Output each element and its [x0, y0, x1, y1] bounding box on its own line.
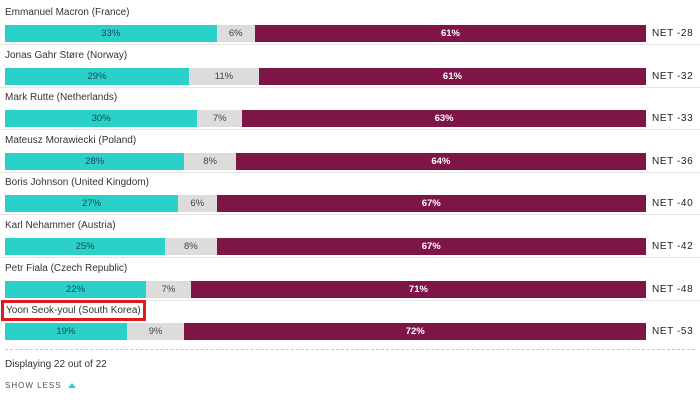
chart-row: Karl Nehammer (Austria) 25% 8% 67% NET -42	[0, 213, 700, 258]
chart-row: Yoon Seok-youl (South Korea) 19% 9% 72% NET …	[0, 298, 700, 341]
data-label: 27%	[82, 198, 102, 210]
approve-segment: 28%	[5, 152, 185, 170]
data-label: 67%	[421, 198, 441, 210]
data-label: 72%	[405, 326, 425, 338]
category-label: Petr Fiala (Czech Republic)	[5, 262, 128, 274]
disapprove-segment: 72%	[184, 323, 646, 341]
row-divider	[0, 86, 700, 88]
row-divider	[0, 299, 700, 301]
approve-segment: 30%	[5, 110, 198, 128]
disapprove-segment: 61%	[254, 25, 646, 42]
net-score-label: NET -42	[652, 241, 694, 252]
disapprove-segment: 67%	[216, 238, 646, 255]
data-label: 7%	[212, 113, 227, 125]
data-label: 8%	[184, 241, 198, 252]
neutral-segment: 11%	[189, 67, 259, 85]
stacked-bar: 19% 9% 72%	[5, 323, 646, 341]
data-label: 30%	[91, 113, 111, 125]
chart-row: Boris Johnson (United Kingdom) 27% 6% 67% NE…	[0, 170, 700, 216]
category-label: Yoon Seok-youl (South Korea)	[1, 300, 146, 322]
neutral-segment: 8%	[184, 152, 236, 170]
approve-segment: 27%	[5, 195, 179, 213]
net-score-label: NET -36	[652, 155, 694, 167]
category-label: Karl Nehammer (Austria)	[5, 220, 116, 231]
data-label: 61%	[442, 70, 462, 82]
chart-row: Mark Rutte (Netherlands) 30% 7% 63% NET -33	[0, 85, 700, 131]
neutral-segment: 6%	[216, 25, 255, 42]
stacked-bar: 25% 8% 67%	[5, 238, 646, 255]
category-label: Mateusz Morawiecki (Poland)	[5, 134, 137, 146]
data-label: 33%	[101, 28, 121, 39]
category-label: Jonas Gahr Støre (Norway)	[5, 49, 128, 61]
stacked-bar: 33% 6% 61%	[5, 25, 646, 42]
data-label: 71%	[408, 283, 428, 295]
approve-segment: 22%	[5, 280, 147, 298]
show-less-label: SHOW LESS	[5, 381, 62, 390]
data-label: 25%	[75, 241, 95, 252]
triangle-up-icon	[67, 383, 76, 388]
row-divider	[0, 257, 700, 258]
stacked-bar: 27% 6% 67%	[5, 195, 646, 213]
net-score-label: NET -28	[652, 28, 694, 39]
data-label: 8%	[203, 155, 217, 167]
category-label: Boris Johnson (United Kingdom)	[5, 177, 149, 189]
data-label: 29%	[87, 70, 107, 82]
data-label: 6%	[190, 198, 205, 210]
data-label: 19%	[56, 326, 76, 338]
chart-row: Jonas Gahr Støre (Norway) 29% 11% 61% NET -3…	[0, 43, 700, 88]
net-score-label: NET -32	[652, 70, 694, 82]
net-score-label: NET -40	[652, 198, 694, 210]
display-count-text: Displaying 22 out of 22	[5, 359, 107, 370]
approve-segment: 25%	[5, 238, 166, 255]
row-divider	[0, 171, 700, 173]
disapprove-segment: 63%	[242, 110, 646, 128]
footer-divider	[5, 349, 695, 350]
approval-chart: Emmanuel Macron (France) 33% 6% 61% NET -28 J…	[0, 0, 700, 341]
net-score-label: NET -53	[652, 326, 694, 338]
net-score-label: NET -33	[652, 113, 694, 125]
data-label: 9%	[148, 326, 163, 338]
row-divider	[0, 44, 700, 45]
neutral-segment: 8%	[165, 238, 217, 255]
data-label: 7%	[161, 283, 176, 295]
disapprove-segment: 71%	[190, 280, 646, 298]
approve-segment: 19%	[5, 323, 127, 341]
approve-segment: 29%	[5, 67, 190, 85]
chart-row: Petr Fiala (Czech Republic) 22% 7% 71% NET -…	[0, 256, 700, 301]
chart-row: Emmanuel Macron (France) 33% 6% 61% NET -28	[0, 0, 700, 45]
row-divider	[0, 214, 700, 216]
stacked-bar: 30% 7% 63%	[5, 110, 646, 128]
data-label: 28%	[85, 155, 105, 167]
category-label: Mark Rutte (Netherlands)	[5, 92, 118, 104]
data-label: 6%	[228, 28, 243, 39]
approve-segment: 33%	[5, 25, 217, 42]
row-divider	[0, 129, 700, 131]
data-label: 67%	[421, 241, 441, 252]
disapprove-segment: 64%	[235, 152, 646, 170]
chart-row: Mateusz Morawiecki (Poland) 28% 8% 64% NET -…	[0, 128, 700, 173]
stacked-bar: 29% 11% 61%	[5, 67, 646, 85]
disapprove-segment: 61%	[258, 67, 646, 85]
disapprove-segment: 67%	[216, 195, 646, 213]
net-score-label: NET -48	[652, 283, 694, 295]
category-label: Emmanuel Macron (France)	[5, 7, 130, 18]
data-label: 61%	[440, 28, 460, 39]
neutral-segment: 9%	[126, 323, 185, 341]
neutral-segment: 6%	[178, 195, 217, 213]
data-label: 22%	[66, 283, 86, 295]
show-less-button[interactable]: SHOW LESS	[5, 381, 76, 390]
neutral-segment: 7%	[197, 110, 243, 128]
stacked-bar: 22% 7% 71%	[5, 280, 646, 298]
data-label: 11%	[214, 70, 234, 82]
stacked-bar: 28% 8% 64%	[5, 152, 646, 170]
data-label: 64%	[431, 155, 451, 167]
data-label: 63%	[434, 113, 454, 125]
neutral-segment: 7%	[146, 280, 191, 298]
